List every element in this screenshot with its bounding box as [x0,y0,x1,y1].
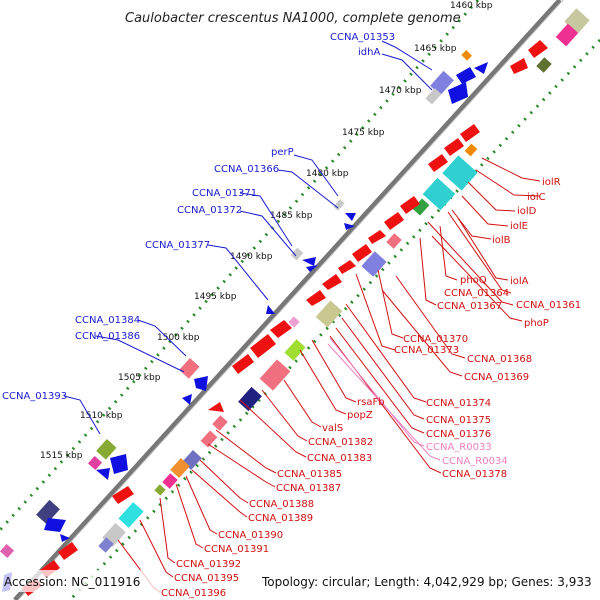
map-title: Caulobacter crescentus NA1000, complete … [125,11,461,26]
reverse-labels: iolR iolC iolD iolE iolB iolA phoQ CCNA_… [161,177,581,599]
gene-label: idhA [358,47,380,58]
gene-label: CCNA_01385 [277,469,342,480]
scale-ring-inner [68,38,600,600]
kbp-label: 1470 kbp [379,86,422,96]
topology-bg [256,570,600,592]
kbp-label: 1510 kbp [80,411,123,421]
gene-label: CCNA_01396 [161,588,226,599]
gene-label: CCNA_01366 [214,164,279,175]
rna-label: CCNA_R0033 [426,442,492,453]
gene-label: iolB [492,235,511,246]
kbp-label: 1515 kbp [40,451,83,461]
gene-label: CCNA_01374 [426,398,491,409]
kbp-label: 1475 kbp [342,128,385,138]
gene-label: CCNA_01395 [174,573,239,584]
gene-label: CCNA_01378 [442,469,507,480]
gene-label: CCNA_01369 [464,372,529,383]
forward-labels: CCNA_01353 idhA perP CCNA_01366 CCNA_013… [2,32,395,402]
kbp-label: 1485 kbp [270,211,313,221]
gene-label: CCNA_01375 [426,415,491,426]
rna-leaders [327,337,441,461]
gene-label: popZ [347,410,373,421]
kbp-label: 1490 kbp [230,252,273,262]
gene-label: CCNA_01373 [394,345,459,356]
gene-label: CCNA_01382 [308,437,373,448]
gene-label: CCNA_01383 [307,453,372,464]
forward-leaders [63,40,433,435]
gene-label: CCNA_01390 [218,530,283,541]
reverse-features [22,8,590,596]
forward-features [0,50,488,592]
kbp-label: 1500 kbp [157,333,200,343]
gene-label: CCNA_01386 [75,331,140,342]
gene-label: CCNA_01393 [2,391,67,402]
topology-text: Topology: circular; Length: 4,042,929 bp… [261,575,592,589]
kbp-label: 1495 kbp [194,292,237,302]
gene-label: CCNA_01389 [248,513,313,524]
rna-label: CCNA_R0034 [442,456,508,467]
gene-label: CCNA_01376 [426,429,491,440]
gene-label: CCNA_01392 [176,559,241,570]
gene-label: phoQ [460,275,487,286]
gene-label: CCNA_01353 [330,32,395,43]
gene-label: iolE [510,221,528,232]
gene-label: CCNA_01372 [177,205,242,216]
kbp-label: 1480 kbp [306,169,349,179]
gene-label: iolD [517,206,537,217]
gene-label: rsaFb [357,397,385,408]
genome-backbone-highlight [17,0,564,600]
gene-label: CCNA_01370 [403,334,468,345]
accession-bg [0,570,160,592]
gene-label: iolR [542,177,561,188]
gene-label: CCNA_01361 [516,300,581,311]
gene-label: valS [322,423,343,434]
gene-label: iolA [510,276,529,287]
gene-label: phoP [524,318,549,329]
gene-label: CCNA_01388 [249,499,314,510]
kbp-label: 1460 kbp [450,1,493,11]
genome-backbone [13,0,562,600]
gene-label: CCNA_01384 [75,315,140,326]
gene-label: CCNA_01377 [145,240,210,251]
kbp-label: 1465 kbp [414,44,457,54]
gene-label: iolC [527,192,546,203]
gene-label: CCNA_01364 [444,288,509,299]
gene-label: CCNA_01367 [437,301,502,312]
gene-label: CCNA_01368 [467,354,532,365]
reverse-leaders [117,157,541,593]
gene-label: CCNA_01371 [192,188,257,199]
gene-label: CCNA_01387 [276,483,341,494]
kbp-labels: 1460 kbp 1465 kbp 1470 kbp 1475 kbp 1480… [40,1,493,461]
kbp-label: 1505 kbp [118,373,161,383]
scale-ring-outer [0,0,480,532]
accession-text: Accession: NC_011916 [4,575,140,589]
rna-labels: CCNA_R0033 CCNA_R0034 [426,442,508,467]
gene-label: perP [271,147,294,158]
gene-label: CCNA_01391 [204,544,269,555]
